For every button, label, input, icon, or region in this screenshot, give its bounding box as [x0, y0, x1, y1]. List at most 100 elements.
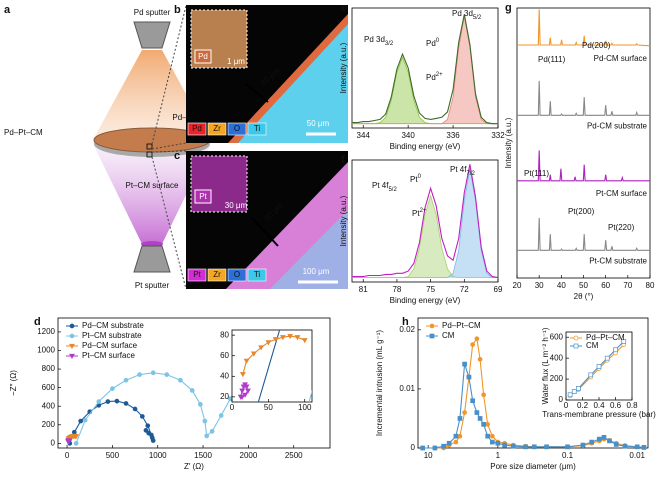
x-tick-label: 2000 [240, 451, 258, 460]
x-tick-label: 30 [535, 281, 544, 290]
x-tick-label: 72 [460, 285, 469, 294]
y-tick-label: 200 [42, 420, 56, 429]
trace-label: Pd-CM substrate [587, 121, 648, 130]
x-axis-label: Binding energy (eV) [390, 142, 461, 151]
marker [123, 377, 129, 383]
y-tick-label: 20 [220, 392, 229, 401]
legend-label: Pd–Pt–CM [586, 333, 625, 342]
annotation-part: Pt 4f [450, 165, 467, 174]
panel-letter: c [174, 150, 180, 162]
marker [239, 388, 246, 394]
marker [457, 416, 463, 421]
marker [621, 339, 627, 344]
element-label: Pt [193, 270, 201, 279]
marker [481, 422, 486, 427]
marker [489, 439, 495, 445]
marker [69, 353, 75, 360]
element-label: Ti [254, 124, 261, 133]
marker [432, 445, 438, 451]
scale-label: 30 μm [225, 201, 248, 210]
y-axis-label: Intensity (a.u.) [339, 195, 348, 246]
element-box [187, 122, 207, 136]
marker [110, 386, 115, 391]
marker [189, 388, 195, 393]
marker [495, 440, 501, 446]
marker [114, 398, 120, 404]
x-tick-label: 344 [357, 131, 371, 140]
marker [287, 334, 294, 340]
annotation: Pd(111) [538, 55, 566, 64]
legend-label: Pd–CM substrate [82, 321, 144, 330]
annotation-part: Pt [412, 209, 420, 218]
scale-label: 100 μm [303, 267, 330, 276]
marker [571, 389, 577, 394]
element-label: Zr [213, 270, 221, 279]
annotation-part: Pd(111) [538, 55, 566, 64]
legend-label: Pt–CM substrate [82, 331, 142, 340]
marker [622, 443, 628, 449]
legend-label: CM [586, 341, 599, 350]
plot-frame [351, 159, 499, 283]
x-tick-label: 0 [230, 403, 235, 412]
marker [294, 335, 301, 341]
marker [453, 439, 459, 445]
marker [245, 388, 251, 394]
marker [243, 358, 250, 364]
annotation: Pt(220) [608, 223, 635, 232]
x-tick-label: 69 [494, 285, 503, 294]
marker [453, 433, 459, 439]
x-tick-label: 70 [623, 281, 632, 290]
x-tick-label: 336 [446, 131, 460, 140]
x-tick-label: 0.1 [562, 451, 574, 460]
annotation: Pd0 [426, 38, 440, 49]
element-box [207, 122, 227, 136]
panel-letter: g [505, 2, 512, 14]
marker [197, 402, 203, 407]
inset-tag [194, 49, 212, 64]
y-tick-label: 0 [411, 443, 416, 452]
marker [589, 439, 595, 445]
annotation-part: 2+ [436, 72, 443, 78]
x-tick-label: 50 [579, 281, 588, 290]
y-tick-label: 1200 [37, 327, 55, 336]
label: Pt–CM surface [126, 181, 179, 190]
marker [573, 335, 579, 341]
marker [265, 340, 272, 346]
series-line [517, 150, 650, 182]
x-axis-label: 2θ (°) [574, 292, 594, 301]
y-tick-label: 400 [42, 401, 56, 410]
element-box [247, 268, 267, 282]
x-tick-label: 2500 [285, 451, 303, 460]
pd-layer [228, 14, 348, 143]
marker [596, 436, 602, 442]
x-tick-label: 0.4 [593, 401, 605, 410]
marker [78, 418, 84, 424]
marker [441, 443, 446, 449]
marker [137, 372, 142, 377]
marker [544, 444, 549, 450]
x-tick-label: 0.01 [629, 451, 645, 460]
element-box [207, 268, 227, 282]
marker [470, 342, 476, 347]
annotation-part: 0 [436, 38, 440, 44]
marker [178, 377, 183, 383]
x-tick-label: 40 [557, 281, 566, 290]
element-label: O [234, 270, 240, 279]
annotation: Pt 4f5/2 [372, 181, 397, 192]
x-tick-label: 75 [426, 285, 435, 294]
marker [149, 435, 155, 441]
trace-label: Pd-CM surface [594, 54, 648, 63]
y-tick-label: 80 [220, 330, 229, 339]
x-tick-label: 500 [106, 451, 120, 460]
marker [250, 351, 257, 357]
y-tick-label: 800 [42, 364, 56, 373]
series-line [242, 335, 305, 375]
series-line [517, 9, 651, 47]
annotation-part: 3/2 [385, 41, 394, 47]
annotation: Pt 4f7/2 [450, 165, 475, 176]
label: Pd sputter [134, 8, 171, 17]
annotation: Pt2+ [412, 208, 427, 219]
annotation-part: 2+ [420, 208, 427, 214]
series-line [352, 14, 498, 125]
annotation-part: Pd 3d [364, 35, 385, 44]
